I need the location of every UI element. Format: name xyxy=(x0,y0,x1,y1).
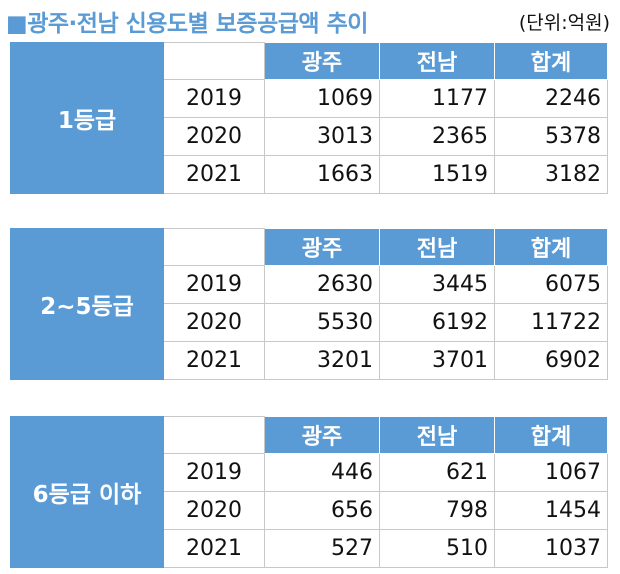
gwangju-cell: 527 xyxy=(264,529,380,568)
gwangju-cell: 656 xyxy=(264,491,380,530)
table-row: 2021 3201 3701 6902 xyxy=(11,341,608,380)
table-row: 2021 1663 1519 3182 xyxy=(11,155,608,194)
year-cell: 2020 xyxy=(163,303,265,342)
total-cell: 6902 xyxy=(494,341,608,380)
table-grade-6-below: 6등급 이하 광주 전남 합계 2019 446 621 1067 2020 6… xyxy=(10,416,608,568)
header-gwangju: 광주 xyxy=(264,416,380,454)
header-jeonnam: 전남 xyxy=(379,228,495,266)
header-jeonnam: 전남 xyxy=(379,42,495,80)
header-blank-cell xyxy=(163,42,265,80)
table-row: 2020 5530 6192 11722 xyxy=(11,303,608,342)
jeonnam-cell: 1519 xyxy=(379,155,495,194)
total-cell: 11722 xyxy=(494,303,608,342)
total-cell: 2246 xyxy=(494,79,608,118)
table-row: 2019 446 621 1067 xyxy=(11,453,608,492)
total-cell: 1037 xyxy=(494,529,608,568)
year-cell: 2019 xyxy=(163,265,265,304)
total-cell: 3182 xyxy=(494,155,608,194)
year-cell: 2019 xyxy=(163,79,265,118)
year-cell: 2020 xyxy=(163,491,265,530)
jeonnam-cell: 1177 xyxy=(379,79,495,118)
header-gwangju: 광주 xyxy=(264,228,380,266)
year-cell: 2021 xyxy=(163,529,265,568)
table-grade-2-5: 2~5등급 광주 전남 합계 2019 2630 3445 6075 2020 … xyxy=(10,228,608,380)
total-cell: 1067 xyxy=(494,453,608,492)
header-jeonnam: 전남 xyxy=(379,416,495,454)
table-row: 2019 2630 3445 6075 xyxy=(11,265,608,304)
grade-label: 2~5등급 xyxy=(10,228,164,380)
header-gwangju: 광주 xyxy=(264,42,380,80)
year-cell: 2019 xyxy=(163,453,265,492)
gwangju-cell: 3013 xyxy=(264,117,380,156)
header-total: 합계 xyxy=(494,228,608,266)
header: ■광주·전남 신용도별 보증공급액 추이 (단위:억원) xyxy=(6,2,614,42)
table-header-row: 1등급 광주 전남 합계 xyxy=(10,42,608,194)
gwangju-cell: 3201 xyxy=(264,341,380,380)
header-total: 합계 xyxy=(494,416,608,454)
table-header-row: 2~5등급 광주 전남 합계 xyxy=(10,228,608,380)
jeonnam-cell: 510 xyxy=(379,529,495,568)
gwangju-cell: 1069 xyxy=(264,79,380,118)
table-row: 2021 527 510 1037 xyxy=(11,529,608,568)
table-grade-1: 1등급 광주 전남 합계 2019 1069 1177 2246 2020 30… xyxy=(10,42,608,194)
header-total: 합계 xyxy=(494,42,608,80)
jeonnam-cell: 3701 xyxy=(379,341,495,380)
total-cell: 5378 xyxy=(494,117,608,156)
grade-label: 6등급 이하 xyxy=(10,416,164,568)
year-cell: 2020 xyxy=(163,117,265,156)
year-cell: 2021 xyxy=(163,155,265,194)
total-cell: 6075 xyxy=(494,265,608,304)
gwangju-cell: 1663 xyxy=(264,155,380,194)
gwangju-cell: 446 xyxy=(264,453,380,492)
total-cell: 1454 xyxy=(494,491,608,530)
table-header-row: 6등급 이하 광주 전남 합계 xyxy=(10,416,608,568)
gwangju-cell: 2630 xyxy=(264,265,380,304)
gwangju-cell: 5530 xyxy=(264,303,380,342)
jeonnam-cell: 798 xyxy=(379,491,495,530)
header-blank-cell xyxy=(163,228,265,266)
jeonnam-cell: 3445 xyxy=(379,265,495,304)
page-title: ■광주·전남 신용도별 보증공급액 추이 xyxy=(6,11,368,37)
header-blank-cell xyxy=(163,416,265,454)
jeonnam-cell: 6192 xyxy=(379,303,495,342)
unit-label: (단위:억원) xyxy=(518,12,610,34)
jeonnam-cell: 2365 xyxy=(379,117,495,156)
year-cell: 2021 xyxy=(163,341,265,380)
jeonnam-cell: 621 xyxy=(379,453,495,492)
grade-label: 1등급 xyxy=(10,42,164,194)
